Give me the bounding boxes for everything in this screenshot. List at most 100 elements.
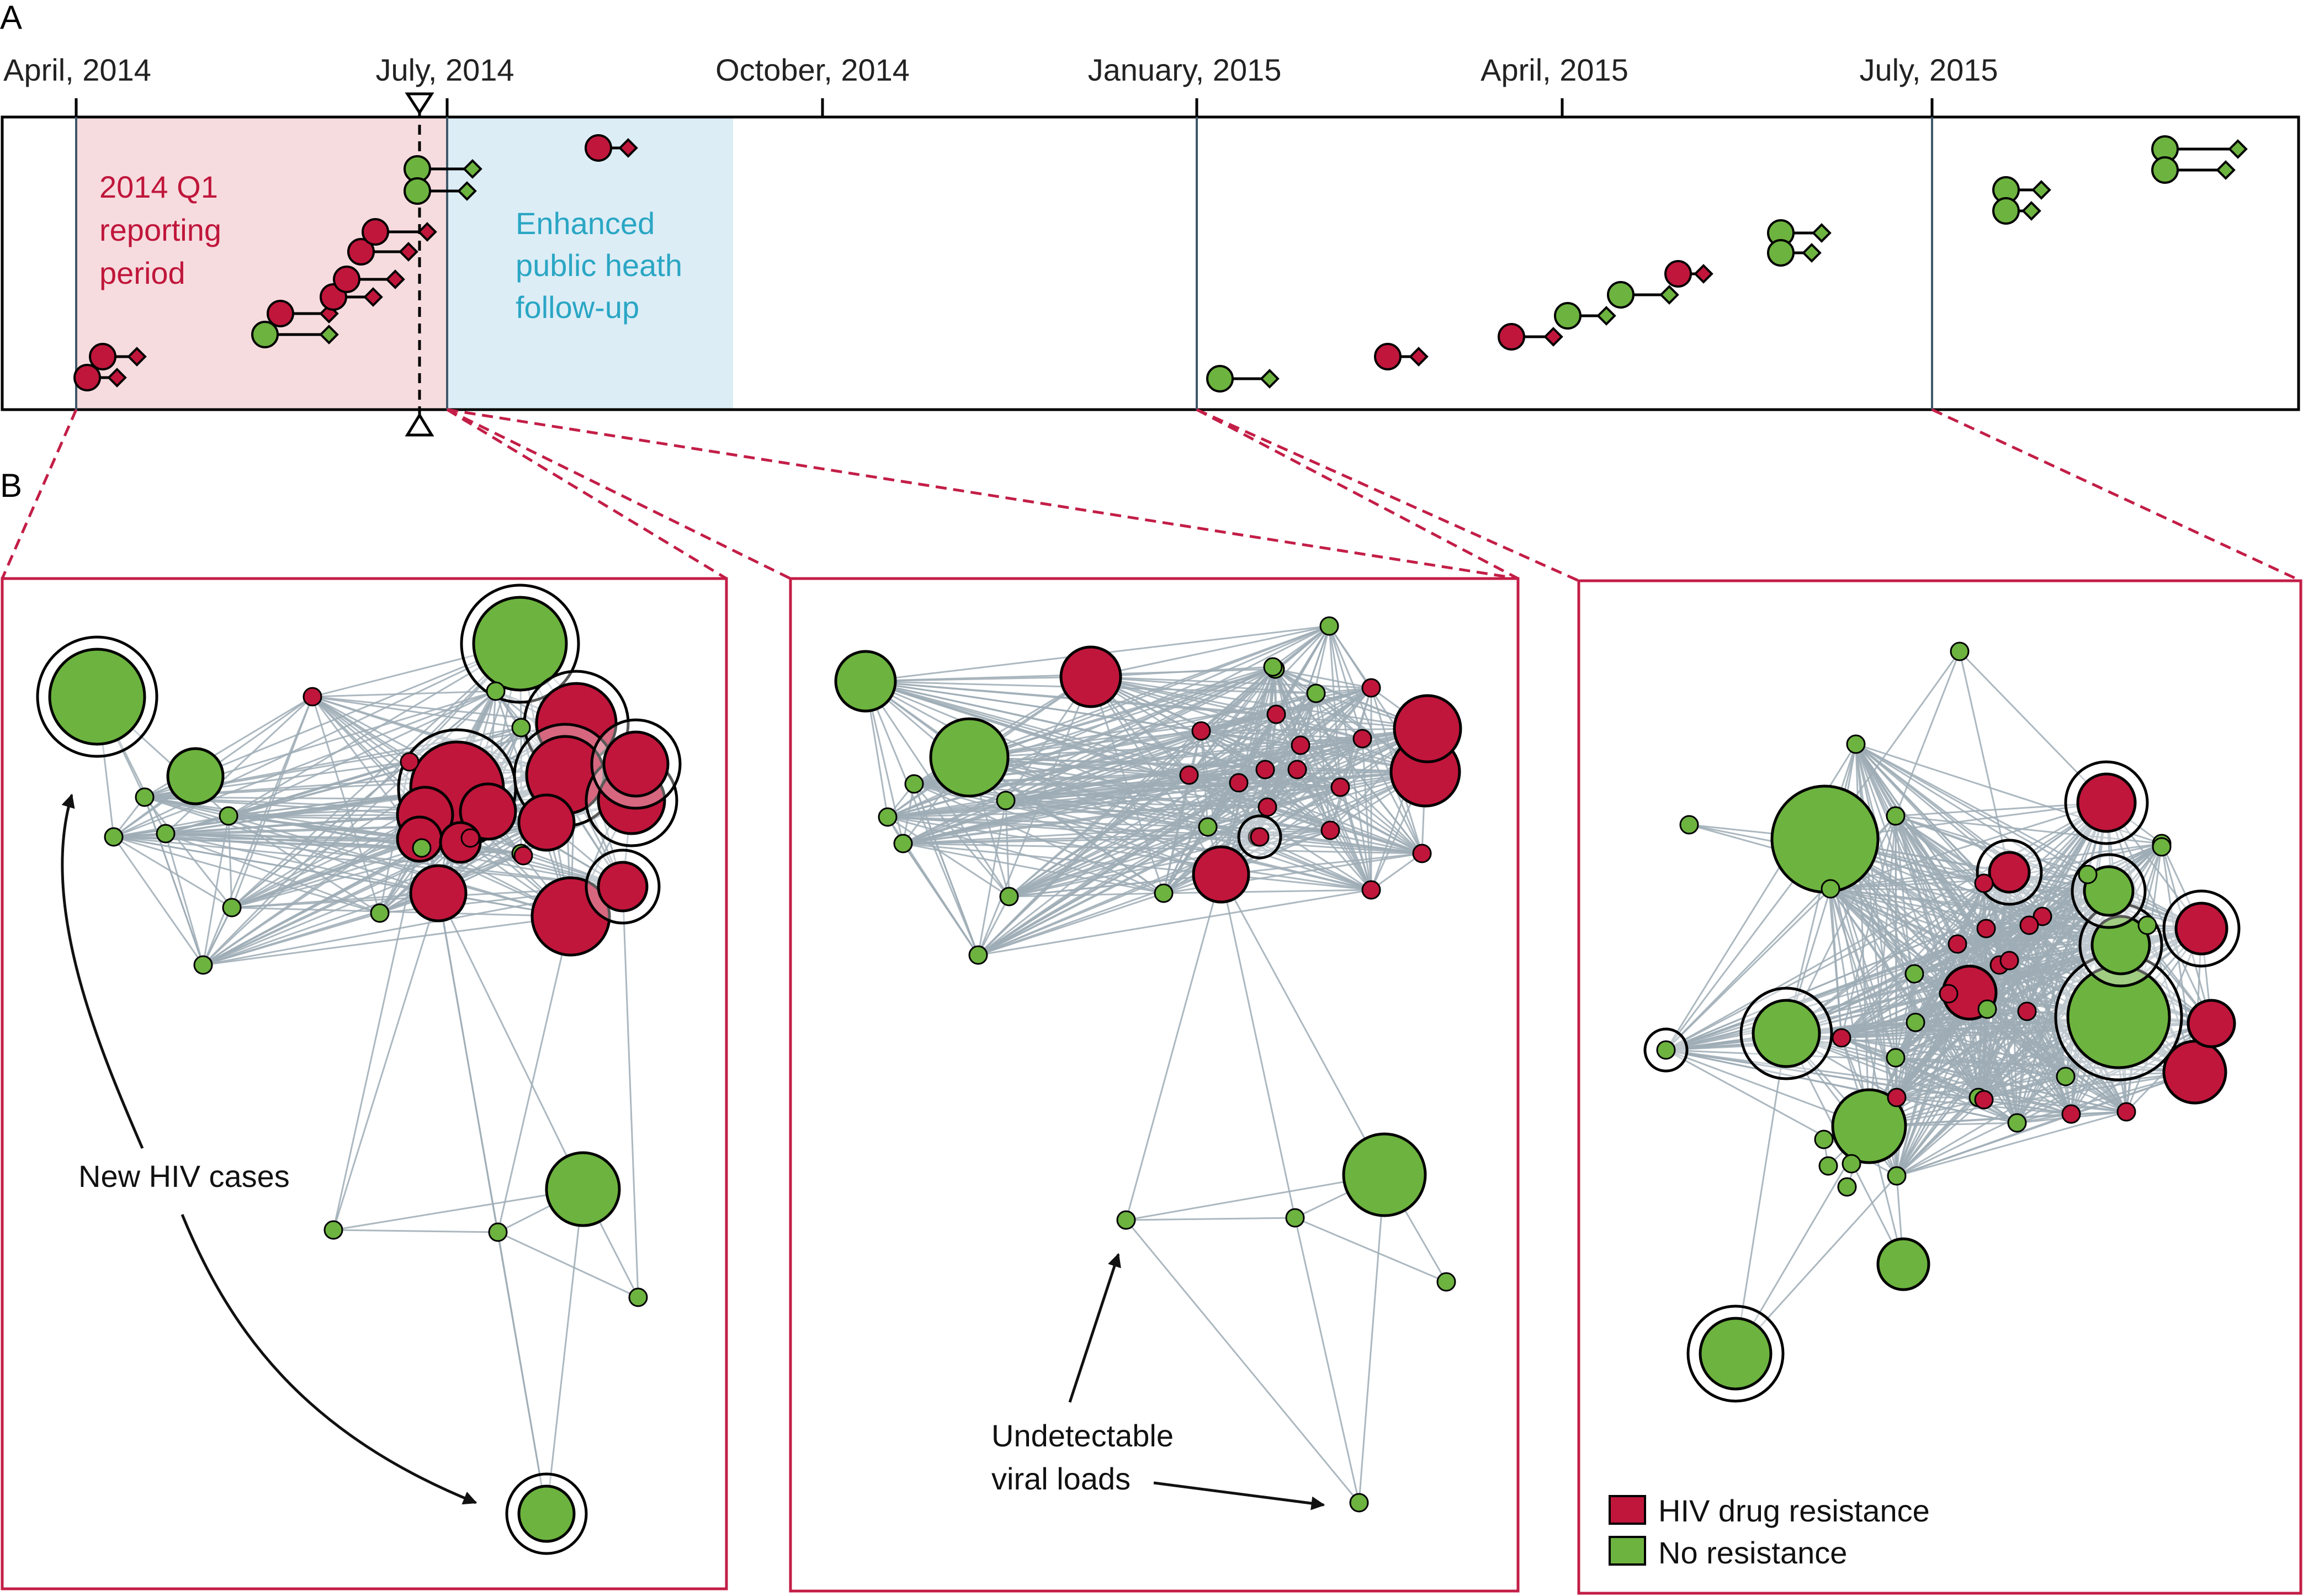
network-edge <box>231 643 521 909</box>
network-edge <box>113 690 496 838</box>
network-edge <box>1005 799 1372 891</box>
network-edge <box>1294 1217 1360 1503</box>
network-edge <box>1957 927 2202 945</box>
network-node-no-resistance <box>1285 1208 1305 1228</box>
network-node-resistant <box>2033 906 2052 926</box>
timeline-circle <box>1498 323 1525 351</box>
timeline-diamond <box>1260 369 1280 389</box>
network-node-resistant <box>602 730 670 798</box>
network-edge <box>1914 927 1987 975</box>
network-edge <box>1201 730 1363 740</box>
network-node-no-resistance <box>1818 1156 1838 1176</box>
network-edge <box>1895 651 1961 816</box>
network-node-no-resistance <box>156 824 176 844</box>
network-node-resistant <box>2061 1104 2081 1124</box>
network-edge <box>228 643 521 817</box>
network-node-resistant <box>1330 777 1350 797</box>
timeline-circle <box>89 343 116 370</box>
network-edge <box>1220 666 1274 875</box>
timeline-diamond <box>319 325 339 344</box>
network-edge <box>914 783 1164 894</box>
network-edge <box>333 1188 583 1231</box>
network-edge <box>913 783 979 956</box>
network-edge <box>1005 666 1273 802</box>
network-node-no-resistance <box>1154 883 1174 903</box>
network-edge <box>1915 1021 2066 1078</box>
timeline-diamond <box>463 159 482 179</box>
network-node-no-resistance <box>1116 1210 1136 1230</box>
network-edge <box>1272 666 1341 788</box>
network-node-resistant <box>1361 880 1381 900</box>
network-node-resistant <box>1291 735 1310 755</box>
timeline-circle <box>267 300 294 327</box>
network-edge <box>2028 925 2067 1077</box>
network-edge <box>1272 666 1372 890</box>
network-node-resistant <box>459 782 517 841</box>
network-edge <box>1201 730 1301 746</box>
network-edge <box>333 1229 498 1233</box>
network-edge <box>1266 666 1274 808</box>
network-edge <box>1665 802 2107 1051</box>
timeline-diamond <box>1409 347 1429 367</box>
timeline-diamond <box>1812 223 1832 243</box>
timeline-diamond <box>127 347 147 367</box>
network-node-no-resistance <box>2137 915 2157 935</box>
timeline-diamond <box>2228 139 2248 159</box>
tick-label: April, 2014 <box>3 52 151 87</box>
legend-no-resistance-swatch <box>1609 1536 1646 1566</box>
network-node-no-resistance <box>1306 683 1326 703</box>
network-node-resistant <box>2017 1001 2037 1021</box>
network-node-resistant <box>1393 694 1462 763</box>
network-node-no-resistance <box>1752 999 1821 1068</box>
network-edge <box>1265 738 1363 771</box>
network-node-no-resistance <box>166 747 225 805</box>
network-node-resistant <box>1988 851 2031 894</box>
network-edge <box>1275 668 1372 689</box>
network-node-no-resistance <box>1904 964 1924 984</box>
timeline-circle <box>1607 281 1635 309</box>
network-edge <box>977 800 1007 956</box>
network-edge <box>1361 738 1423 854</box>
annotation-arrows <box>61 793 1325 1510</box>
network-frame-1 <box>1 577 728 1590</box>
network-edge <box>312 690 496 698</box>
network-edge <box>1734 1033 1787 1354</box>
network-node-no-resistance <box>219 806 238 826</box>
network-edge <box>1009 829 1331 898</box>
network-edge <box>228 815 571 918</box>
timeline-diamond <box>417 222 437 242</box>
network-edge <box>1220 874 1386 1175</box>
q1-period-label: reporting <box>99 213 221 247</box>
network-node-no-resistance <box>834 650 897 713</box>
network-edge <box>1895 815 2162 845</box>
network-edge <box>1328 625 1372 688</box>
timeline-diamond <box>363 287 383 307</box>
network-node-resistant <box>530 876 611 957</box>
network-edge <box>227 815 233 908</box>
network-edge <box>1220 874 1296 1218</box>
tick-label: January, 2015 <box>1088 52 1282 87</box>
network-edge <box>1315 693 1331 831</box>
network-edge <box>437 893 584 1190</box>
network-node-resistant <box>513 846 533 866</box>
timeline-diamond <box>2021 201 2041 221</box>
network-edge <box>902 783 915 844</box>
network-edge <box>1896 1075 2066 1177</box>
network-node-no-resistance <box>1770 784 1880 894</box>
network-node-resistant <box>1192 845 1250 904</box>
timeline-circle <box>1664 260 1692 288</box>
network-edge <box>913 783 1010 897</box>
undetectable-annotation: viral loads <box>991 1461 1131 1496</box>
new-cases-annotation: New HIV cases <box>78 1159 290 1194</box>
network-edge <box>228 815 380 914</box>
network-edge <box>887 816 1208 828</box>
network-edge <box>1895 1057 2127 1113</box>
network-edge <box>231 838 420 909</box>
network-edge <box>1207 806 1268 828</box>
tick-label: July, 2014 <box>375 52 514 87</box>
timeline-case-markers <box>73 134 2248 393</box>
network-node-no-resistance <box>412 838 432 858</box>
network-node-resistant <box>409 864 468 922</box>
network-node-resistant <box>2187 999 2236 1048</box>
network-edge <box>2065 1075 2127 1113</box>
